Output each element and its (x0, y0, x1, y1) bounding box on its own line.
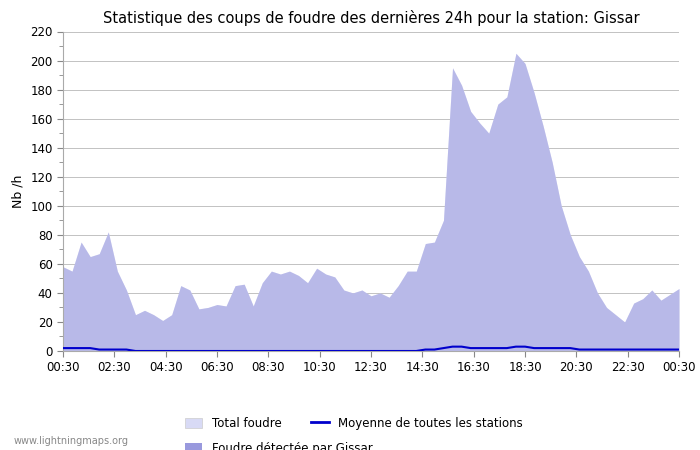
Y-axis label: Nb /h: Nb /h (12, 175, 24, 208)
Legend: Foudre détectée par Gissar: Foudre détectée par Gissar (180, 438, 377, 450)
Text: www.lightningmaps.org: www.lightningmaps.org (14, 436, 129, 446)
Title: Statistique des coups de foudre des dernières 24h pour la station: Gissar: Statistique des coups de foudre des dern… (103, 10, 639, 26)
